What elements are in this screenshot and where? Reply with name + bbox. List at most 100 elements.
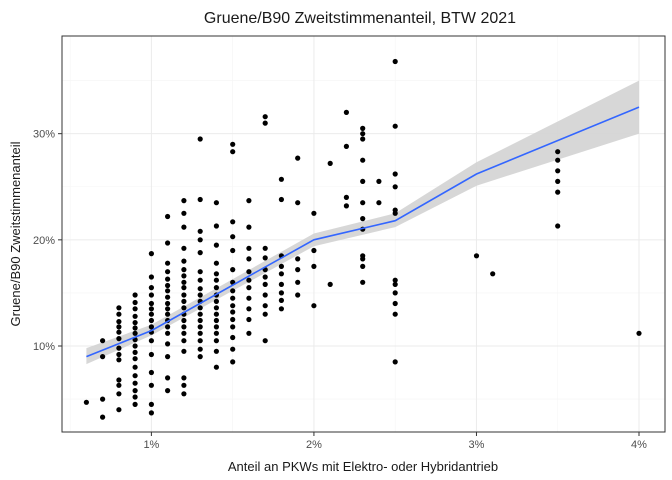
data-point xyxy=(165,276,171,282)
data-point xyxy=(246,224,252,230)
data-point xyxy=(555,223,561,229)
data-point xyxy=(132,373,138,379)
data-point xyxy=(132,320,138,326)
data-point xyxy=(116,329,122,335)
data-point xyxy=(230,324,236,330)
data-point xyxy=(246,330,252,336)
data-point xyxy=(295,155,301,161)
data-point xyxy=(116,351,122,358)
y-tick-label: 30% xyxy=(33,129,55,141)
data-point xyxy=(311,303,317,309)
data-point xyxy=(278,176,284,182)
data-point xyxy=(246,277,252,283)
data-point xyxy=(376,178,382,184)
data-point xyxy=(392,277,398,283)
data-point xyxy=(343,143,349,149)
data-point xyxy=(327,281,333,287)
data-point xyxy=(148,317,154,324)
data-point xyxy=(213,317,219,324)
data-point xyxy=(392,184,398,190)
data-point xyxy=(132,292,138,298)
data-point xyxy=(555,157,561,163)
data-point xyxy=(148,382,154,388)
data-point xyxy=(360,131,366,137)
data-point xyxy=(148,311,154,317)
data-point xyxy=(360,263,366,269)
data-point xyxy=(165,330,171,336)
data-point xyxy=(392,311,398,317)
data-point xyxy=(230,247,236,254)
data-point xyxy=(295,267,301,273)
data-point xyxy=(246,269,252,275)
data-point xyxy=(197,136,203,142)
data-point xyxy=(132,349,138,355)
data-point xyxy=(132,364,138,370)
data-point xyxy=(392,290,398,296)
data-point xyxy=(116,382,122,388)
data-point xyxy=(295,292,301,298)
data-point xyxy=(165,354,171,360)
data-point xyxy=(278,196,284,203)
data-point xyxy=(165,388,171,394)
data-point xyxy=(392,359,398,365)
data-point xyxy=(197,269,203,275)
panel-border xyxy=(61,35,666,433)
data-point xyxy=(181,285,187,291)
confidence-band xyxy=(86,80,639,365)
data-point xyxy=(100,354,106,360)
data-point xyxy=(116,336,122,342)
data-point xyxy=(197,250,203,256)
data-point xyxy=(197,305,203,311)
data-point xyxy=(197,354,203,360)
data-point xyxy=(278,281,284,287)
data-point xyxy=(197,228,203,234)
x-tick-label: 3% xyxy=(469,439,485,451)
data-point xyxy=(181,324,187,330)
data-point xyxy=(230,149,236,155)
data-point xyxy=(148,351,154,358)
data-point xyxy=(148,285,154,291)
data-point xyxy=(555,178,561,184)
data-point xyxy=(360,253,366,259)
data-point xyxy=(343,109,349,115)
data-point xyxy=(132,330,138,336)
data-point xyxy=(230,141,236,147)
data-point xyxy=(246,316,252,323)
data-point xyxy=(181,273,187,279)
data-point xyxy=(213,324,219,330)
data-point xyxy=(213,348,219,354)
data-point xyxy=(230,359,236,365)
data-point xyxy=(116,345,122,351)
data-point xyxy=(132,343,138,349)
data-point xyxy=(165,260,171,266)
data-point xyxy=(181,292,187,298)
data-point xyxy=(278,297,284,303)
data-point xyxy=(181,391,187,397)
data-point xyxy=(230,288,236,294)
x-axis-title: Anteil an PKWs mit Elektro- oder Hybrida… xyxy=(228,459,498,474)
data-point xyxy=(360,157,366,163)
data-point xyxy=(132,299,138,306)
data-point xyxy=(165,294,171,300)
data-point xyxy=(148,300,154,307)
data-point xyxy=(116,319,122,325)
data-point xyxy=(213,242,219,248)
data-point xyxy=(197,196,203,203)
data-point xyxy=(392,58,398,65)
data-point xyxy=(116,324,122,330)
data-point xyxy=(165,311,171,317)
data-point xyxy=(148,338,154,344)
data-point xyxy=(148,274,154,280)
data-point xyxy=(148,369,154,376)
data-point xyxy=(132,401,138,407)
data-point xyxy=(246,245,252,251)
data-point xyxy=(116,377,122,383)
chart-title: Gruene/B90 Zweitstimmenanteil, BTW 2021 xyxy=(204,10,516,27)
data-point xyxy=(213,260,219,266)
data-point xyxy=(132,313,138,319)
data-point xyxy=(392,123,398,129)
data-point xyxy=(100,396,106,402)
data-point xyxy=(116,391,122,397)
data-point xyxy=(262,303,268,309)
